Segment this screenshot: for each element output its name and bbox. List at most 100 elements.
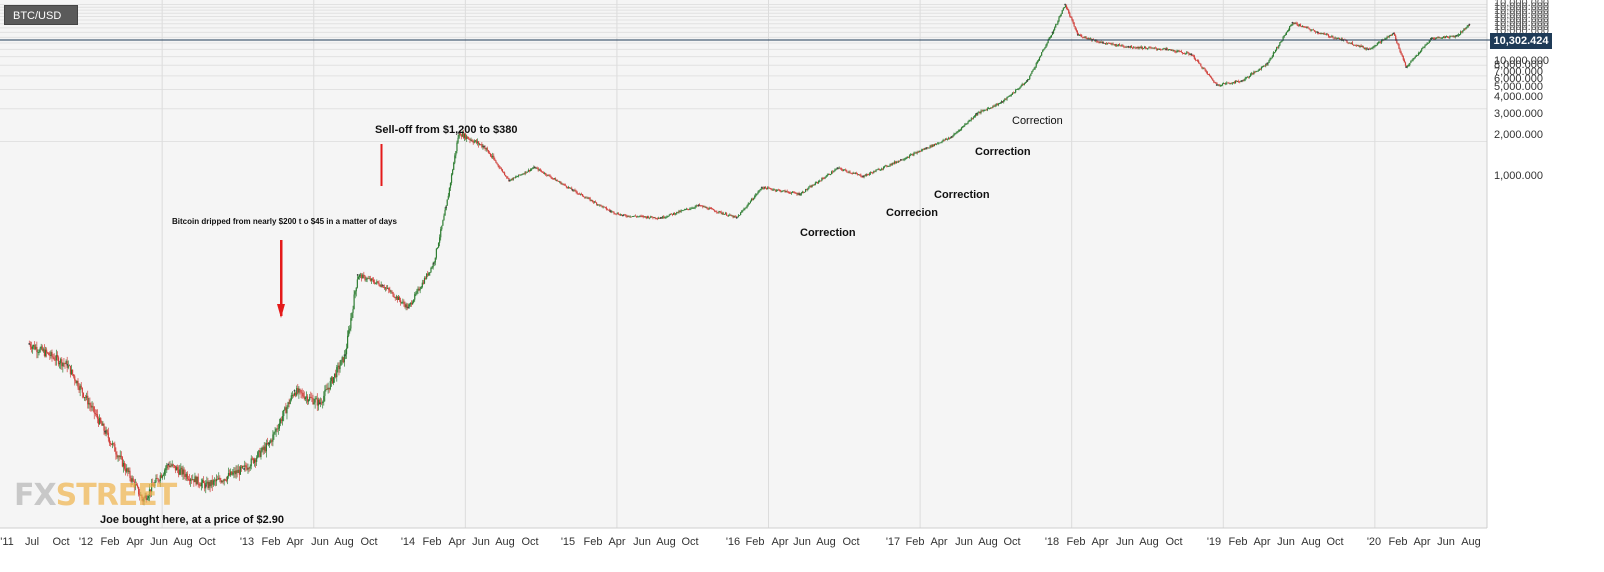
candle-body (779, 189, 781, 191)
candle-body (241, 466, 244, 468)
candle-body (161, 475, 164, 478)
candle-body (387, 288, 389, 289)
candle-body (776, 189, 779, 191)
candle-body (745, 207, 747, 209)
candle-body (934, 144, 937, 145)
candle-body (1036, 61, 1038, 64)
candle-body (1172, 49, 1174, 51)
candle-body (1140, 46, 1142, 49)
candle-body (481, 144, 483, 148)
candle-body (814, 182, 816, 185)
candle-body (855, 173, 858, 174)
x-tick-label: '20 (1367, 536, 1381, 548)
candle-body (574, 189, 576, 191)
candle-body (1098, 41, 1100, 43)
candle-body (160, 475, 162, 478)
candle-body (555, 180, 558, 182)
candle-body (421, 282, 423, 287)
candle-body (813, 184, 815, 186)
candle-body (954, 133, 956, 135)
symbol-badge[interactable]: BTC/USD (4, 5, 78, 25)
candle-body (955, 132, 957, 134)
candle-body (1326, 34, 1329, 36)
candle-body (249, 466, 251, 469)
candle-body (335, 373, 337, 378)
candle-body (662, 216, 664, 219)
candle-body (332, 377, 335, 384)
candle-body (134, 484, 136, 488)
candle-body (334, 373, 336, 378)
candle-body (601, 205, 603, 208)
candle-body (1174, 50, 1176, 52)
candle-body (944, 138, 946, 141)
candle-body (845, 169, 847, 171)
candle-body (101, 422, 103, 426)
candle-body (235, 470, 237, 475)
candle-body (315, 398, 317, 400)
candle-body (929, 145, 931, 148)
candle-body (175, 467, 178, 471)
candle-body (599, 204, 601, 206)
candle-body (757, 192, 759, 194)
candle-body (940, 142, 942, 144)
candle-body (921, 149, 924, 151)
y-tick-label-top: 10,000.000 (1494, 17, 1549, 29)
candle-body (328, 387, 330, 390)
candle-body (198, 483, 200, 486)
candle-body (734, 216, 736, 217)
x-tick-label: Jun (311, 536, 329, 548)
y-tick-label: 7,000.000 (1494, 66, 1543, 78)
candle-body (42, 349, 44, 351)
candle-body (1335, 37, 1337, 39)
candle-body (1227, 82, 1229, 84)
candle-body (1153, 47, 1155, 49)
candle-body (554, 178, 557, 181)
candle-body (63, 362, 65, 364)
candle-body (1173, 50, 1175, 52)
candle-body (286, 406, 288, 414)
candle-body (297, 388, 299, 393)
candle-body (800, 193, 802, 195)
candle-body (1379, 41, 1382, 43)
candle-body (1178, 50, 1180, 52)
candle-body (783, 190, 785, 192)
candle-body (109, 443, 112, 444)
candle-body (978, 111, 980, 113)
candle-body (1296, 23, 1298, 26)
candle-body (1083, 37, 1085, 39)
candle-body (427, 273, 429, 276)
candle-body (1376, 43, 1378, 46)
candle-body (1289, 26, 1291, 30)
candle-body (553, 178, 556, 180)
candle-body (1012, 92, 1015, 94)
candle-body (262, 447, 264, 450)
candle-body (31, 346, 34, 349)
candle-body (208, 482, 210, 488)
candle-body (1090, 38, 1093, 41)
data-point (28, 342, 31, 345)
candle-body (1196, 60, 1199, 61)
data-point (104, 430, 106, 433)
candle-body (862, 176, 864, 178)
y-tick-label: 8,000.000 (1494, 59, 1543, 71)
x-tick-label: Feb (262, 536, 281, 548)
candle-body (835, 169, 837, 170)
candle-body (1400, 51, 1402, 55)
candle-body (908, 155, 911, 158)
candle-body (980, 110, 982, 113)
candle-body (388, 288, 390, 290)
candle-body (884, 165, 886, 167)
candle-body (677, 211, 679, 213)
candle-body (123, 462, 126, 469)
candle-body (70, 369, 73, 375)
candle-body (459, 132, 461, 136)
candle-body (1208, 74, 1211, 76)
candle-body (691, 207, 693, 209)
candle-body (807, 188, 809, 190)
candle-body (418, 288, 420, 291)
candle-body (1306, 27, 1308, 28)
candle-body (181, 467, 183, 475)
candle-body (707, 208, 709, 210)
candle-body (1088, 37, 1090, 39)
candle-body (588, 197, 590, 199)
